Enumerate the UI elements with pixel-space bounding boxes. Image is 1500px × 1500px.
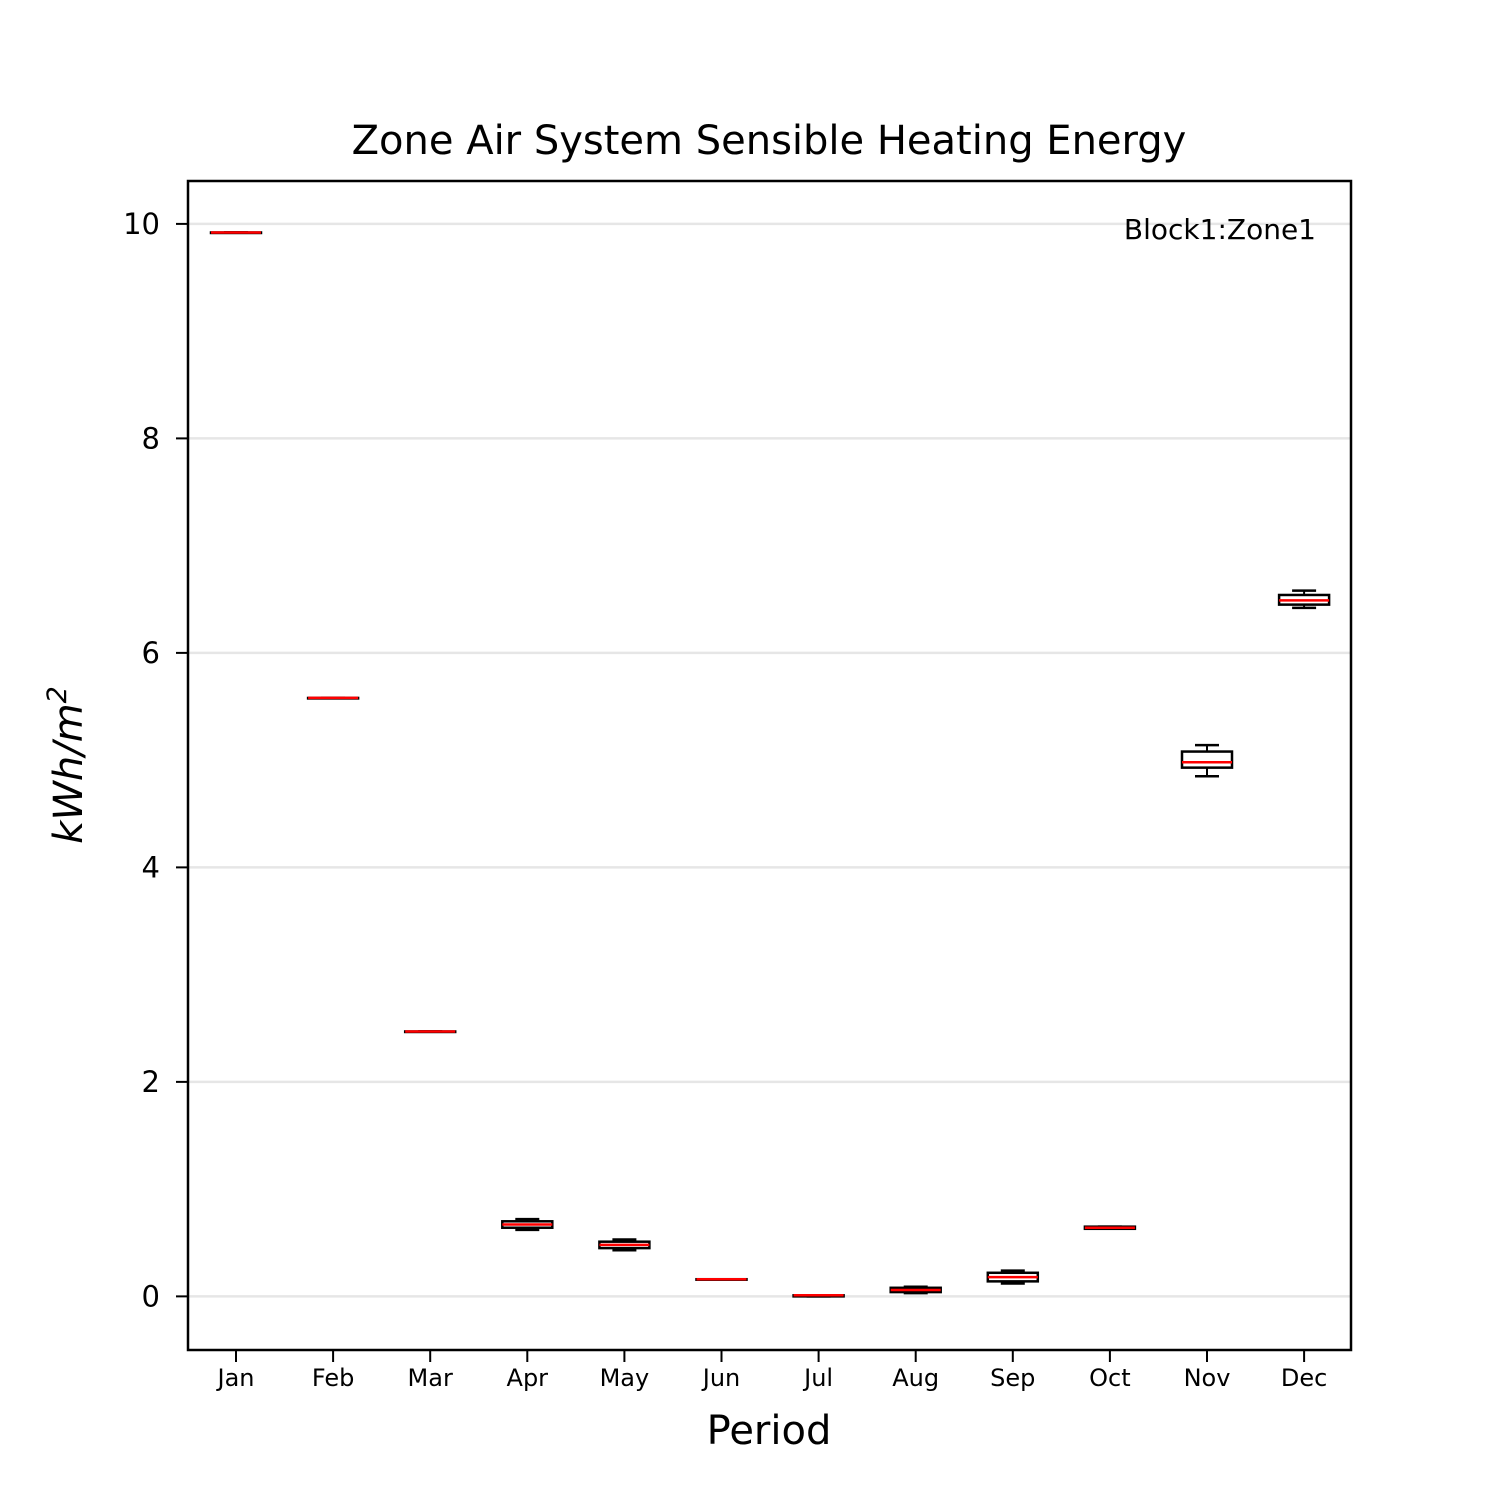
box-dec [1277, 589, 1331, 610]
x-tick-label-dec: Dec [1281, 1364, 1327, 1392]
x-axis-ticks: Jan Feb Mar Apr May Jun Jul Aug Sep Oct Nov Dec [216, 1350, 1327, 1392]
x-tick-label-jan: Jan [216, 1364, 255, 1392]
x-tick-label-may: May [600, 1364, 650, 1392]
x-tick-label-nov: Nov [1184, 1364, 1231, 1392]
box-series [209, 231, 1331, 1298]
box-apr [501, 1217, 554, 1232]
x-tick-label-jul: Jul [802, 1364, 833, 1392]
y-tick-label-8: 8 [142, 421, 160, 455]
y-tick-label-2: 2 [142, 1065, 160, 1099]
y-tick-label-10: 10 [123, 207, 160, 241]
y-axis-label-superscript: 2 [42, 686, 73, 703]
x-tick-label-oct: Oct [1089, 1364, 1131, 1392]
box-feb [306, 696, 360, 700]
grid-lines [188, 222, 1351, 1298]
box-may [598, 1238, 651, 1252]
x-tick-label-sep: Sep [990, 1364, 1035, 1392]
box-jan [209, 231, 263, 235]
x-tick-label-mar: Mar [408, 1364, 453, 1392]
x-axis-label: Period [707, 1408, 832, 1454]
legend-label: Block1:Zone1 [1124, 213, 1316, 246]
box-jul [792, 1294, 845, 1298]
box-nov [1180, 743, 1234, 778]
box-aug [889, 1285, 942, 1295]
y-axis-label-base: kWh/m [46, 703, 92, 844]
y-tick-label-4: 4 [142, 850, 160, 884]
x-tick-label-feb: Feb [312, 1364, 355, 1392]
box-jun [695, 1277, 748, 1281]
chart-title: Zone Air System Sensible Heating Energy [352, 118, 1187, 164]
box-oct [1083, 1225, 1137, 1231]
x-tick-label-apr: Apr [507, 1364, 549, 1392]
plot-area-frame [186, 179, 1353, 1352]
x-tick-label-aug: Aug [892, 1364, 939, 1392]
x-tick-label-jun: Jun [701, 1364, 741, 1392]
box-mar [403, 1030, 457, 1034]
box-sep [986, 1269, 1040, 1285]
box-body-nov [1180, 750, 1234, 769]
y-tick-label-6: 6 [142, 636, 160, 670]
y-tick-label-0: 0 [142, 1279, 160, 1313]
y-axis-label: kWh/m2 [42, 686, 92, 844]
y-axis-ticks: 0 2 4 6 8 10 [123, 207, 188, 1313]
